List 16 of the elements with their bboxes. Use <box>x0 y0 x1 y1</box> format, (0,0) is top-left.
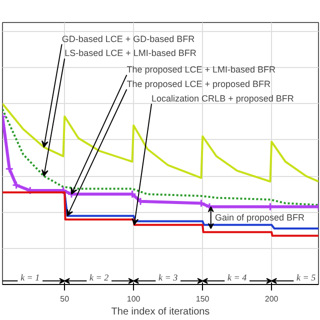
annotation: k = 1 <box>20 272 40 282</box>
annotation: k = 5 <box>296 272 316 282</box>
x-tick-label: 100 <box>126 294 141 304</box>
annotation: Gain of proposed BFR <box>215 212 306 223</box>
x-tick-label: 50 <box>60 294 70 304</box>
x-tick-label: 150 <box>196 294 210 304</box>
text: Localization CRLB + proposed BFR <box>152 93 294 104</box>
x-axis-title: The index of iterations <box>111 306 210 318</box>
text: GD-based LCE + GD-based BFR <box>62 34 196 44</box>
text: LS-based LCE + LMI-based BFR <box>64 48 197 58</box>
annotation: k = 2 <box>90 272 110 282</box>
text: The proposed LCE + LMI-based BFR <box>126 64 276 74</box>
annotation: k = 4 <box>228 272 248 282</box>
x-tick-label: 200 <box>264 294 279 304</box>
text: The proposed LCE + proposed BFR <box>126 78 272 89</box>
annotation: k = 3 <box>158 272 178 282</box>
